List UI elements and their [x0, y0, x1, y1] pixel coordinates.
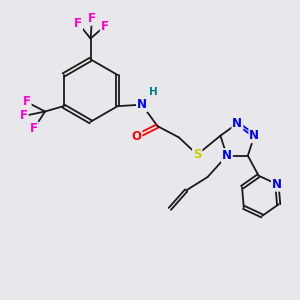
Text: N: N: [249, 129, 259, 142]
Text: F: F: [23, 95, 31, 109]
Text: F: F: [30, 122, 38, 135]
Text: F: F: [101, 20, 109, 33]
Text: F: F: [74, 16, 82, 30]
Text: N: N: [232, 117, 242, 130]
Text: H: H: [149, 87, 158, 97]
Text: N: N: [137, 98, 147, 111]
Text: S: S: [193, 148, 202, 161]
Text: N: N: [222, 149, 232, 162]
Text: O: O: [132, 130, 142, 143]
Text: N: N: [272, 178, 282, 191]
Text: F: F: [88, 12, 96, 25]
Text: F: F: [20, 110, 28, 122]
